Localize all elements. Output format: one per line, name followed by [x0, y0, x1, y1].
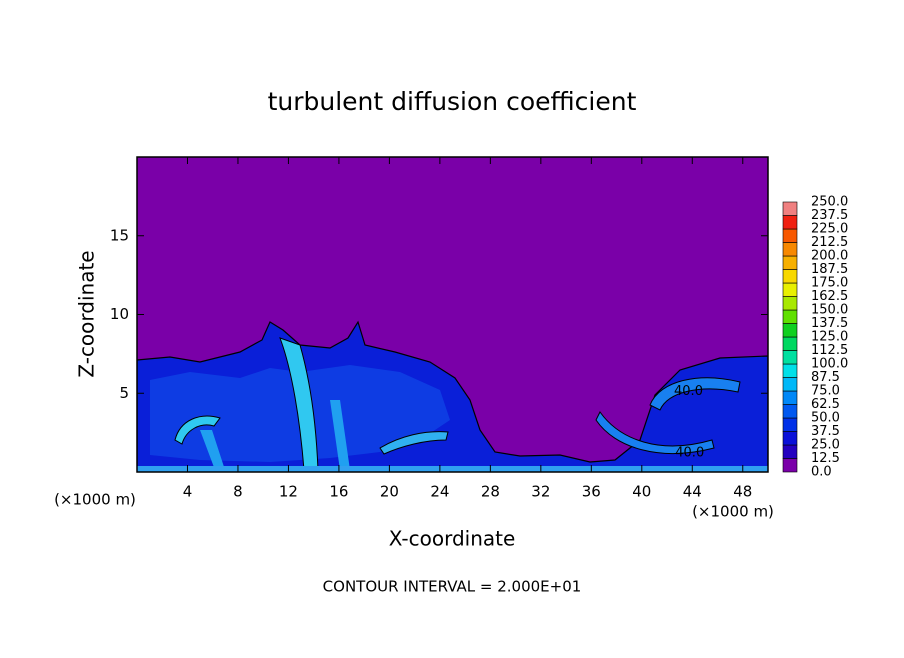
colorbar-label: 100.0: [811, 357, 848, 372]
x-axis-label: X-coordinate: [389, 527, 516, 551]
colorbar-bin: [782, 390, 798, 405]
x-tick-label: 16: [329, 483, 348, 501]
field-streak: [200, 400, 350, 470]
colorbar-bin: [782, 309, 798, 324]
x-tick-label: 4: [183, 483, 193, 501]
x-tick-label: 8: [233, 483, 243, 501]
x-tick-label: 24: [430, 483, 449, 501]
colorbar-label: 0.0: [811, 465, 832, 480]
colorbar-bin: [782, 336, 798, 351]
colorbar-label: 237.5: [811, 208, 848, 223]
colorbar-label: 125.0: [811, 330, 848, 345]
chart-title: turbulent diffusion coefficient: [268, 87, 637, 116]
colorbar-label: 12.5: [811, 451, 840, 466]
colorbar-label: 37.5: [811, 424, 840, 439]
contour-label: 40.0: [674, 384, 703, 399]
footer: CONTOUR INTERVAL = 2.000E+01: [323, 578, 582, 596]
field-streak: [649, 377, 741, 411]
colorbar-bin: [782, 404, 798, 419]
x-tick-label: 28: [481, 483, 500, 501]
colorbar-bin: [782, 242, 798, 257]
field-streak: [595, 411, 715, 454]
colorbar-bin: [782, 215, 798, 230]
colorbar-label: 112.5: [811, 343, 848, 358]
colorbar-label: 162.5: [811, 289, 848, 304]
colorbar-label: 187.5: [811, 262, 848, 277]
colorbar-bin: [782, 417, 798, 432]
colorbar-label: 212.5: [811, 235, 848, 250]
field-surface: [137, 466, 768, 472]
field: [137, 157, 768, 472]
colorbar-label: 150.0: [811, 303, 848, 318]
x-tick-label: 32: [531, 483, 550, 501]
y-tick-label: 15: [110, 226, 129, 244]
colorbar-label: 87.5: [811, 370, 840, 385]
x-tick-label: 48: [733, 483, 752, 501]
x-unit-label: (×1000 m): [692, 503, 774, 521]
colorbar-bin: [782, 363, 798, 378]
colorbar-bin: [782, 431, 798, 446]
field-streak: [379, 431, 449, 455]
colorbar-label: 250.0: [811, 195, 848, 210]
y-axis-label: Z-coordinate: [75, 250, 99, 377]
colorbar-bin: [782, 323, 798, 338]
contour-label: 40.0: [675, 446, 704, 461]
colorbar-label: 50.0: [811, 411, 840, 426]
x-tick-label: 12: [279, 483, 298, 501]
colorbar-bin: [782, 458, 798, 473]
colorbar-bin: [782, 444, 798, 459]
x-tick-label: 20: [380, 483, 399, 501]
colorbar-label: 62.5: [811, 397, 840, 412]
colorbar-bin: [782, 296, 798, 311]
colorbar-label: 75.0: [811, 384, 840, 399]
field-streak: [174, 415, 221, 445]
colorbar-bin: [782, 201, 798, 216]
y-tick-label: 10: [110, 305, 129, 323]
colorbar-bin: [782, 228, 798, 243]
colorbar-bin: [782, 255, 798, 270]
x-tick-label: 44: [683, 483, 702, 501]
x-tick-label: 40: [632, 483, 651, 501]
colorbar-bin: [782, 350, 798, 365]
colorbar-bin: [782, 282, 798, 297]
colorbar-label: 175.0: [811, 276, 848, 291]
colorbar-bin: [782, 269, 798, 284]
colorbar-label: 25.0: [811, 438, 840, 453]
y-unit-label: (×1000 m): [54, 491, 136, 509]
colorbar-label: 225.0: [811, 222, 848, 237]
x-tick-label: 36: [582, 483, 601, 501]
colorbar-label: 137.5: [811, 316, 848, 331]
colorbar-bin: [782, 377, 798, 392]
colorbar-label: 200.0: [811, 249, 848, 264]
y-tick-label: 5: [119, 384, 129, 402]
